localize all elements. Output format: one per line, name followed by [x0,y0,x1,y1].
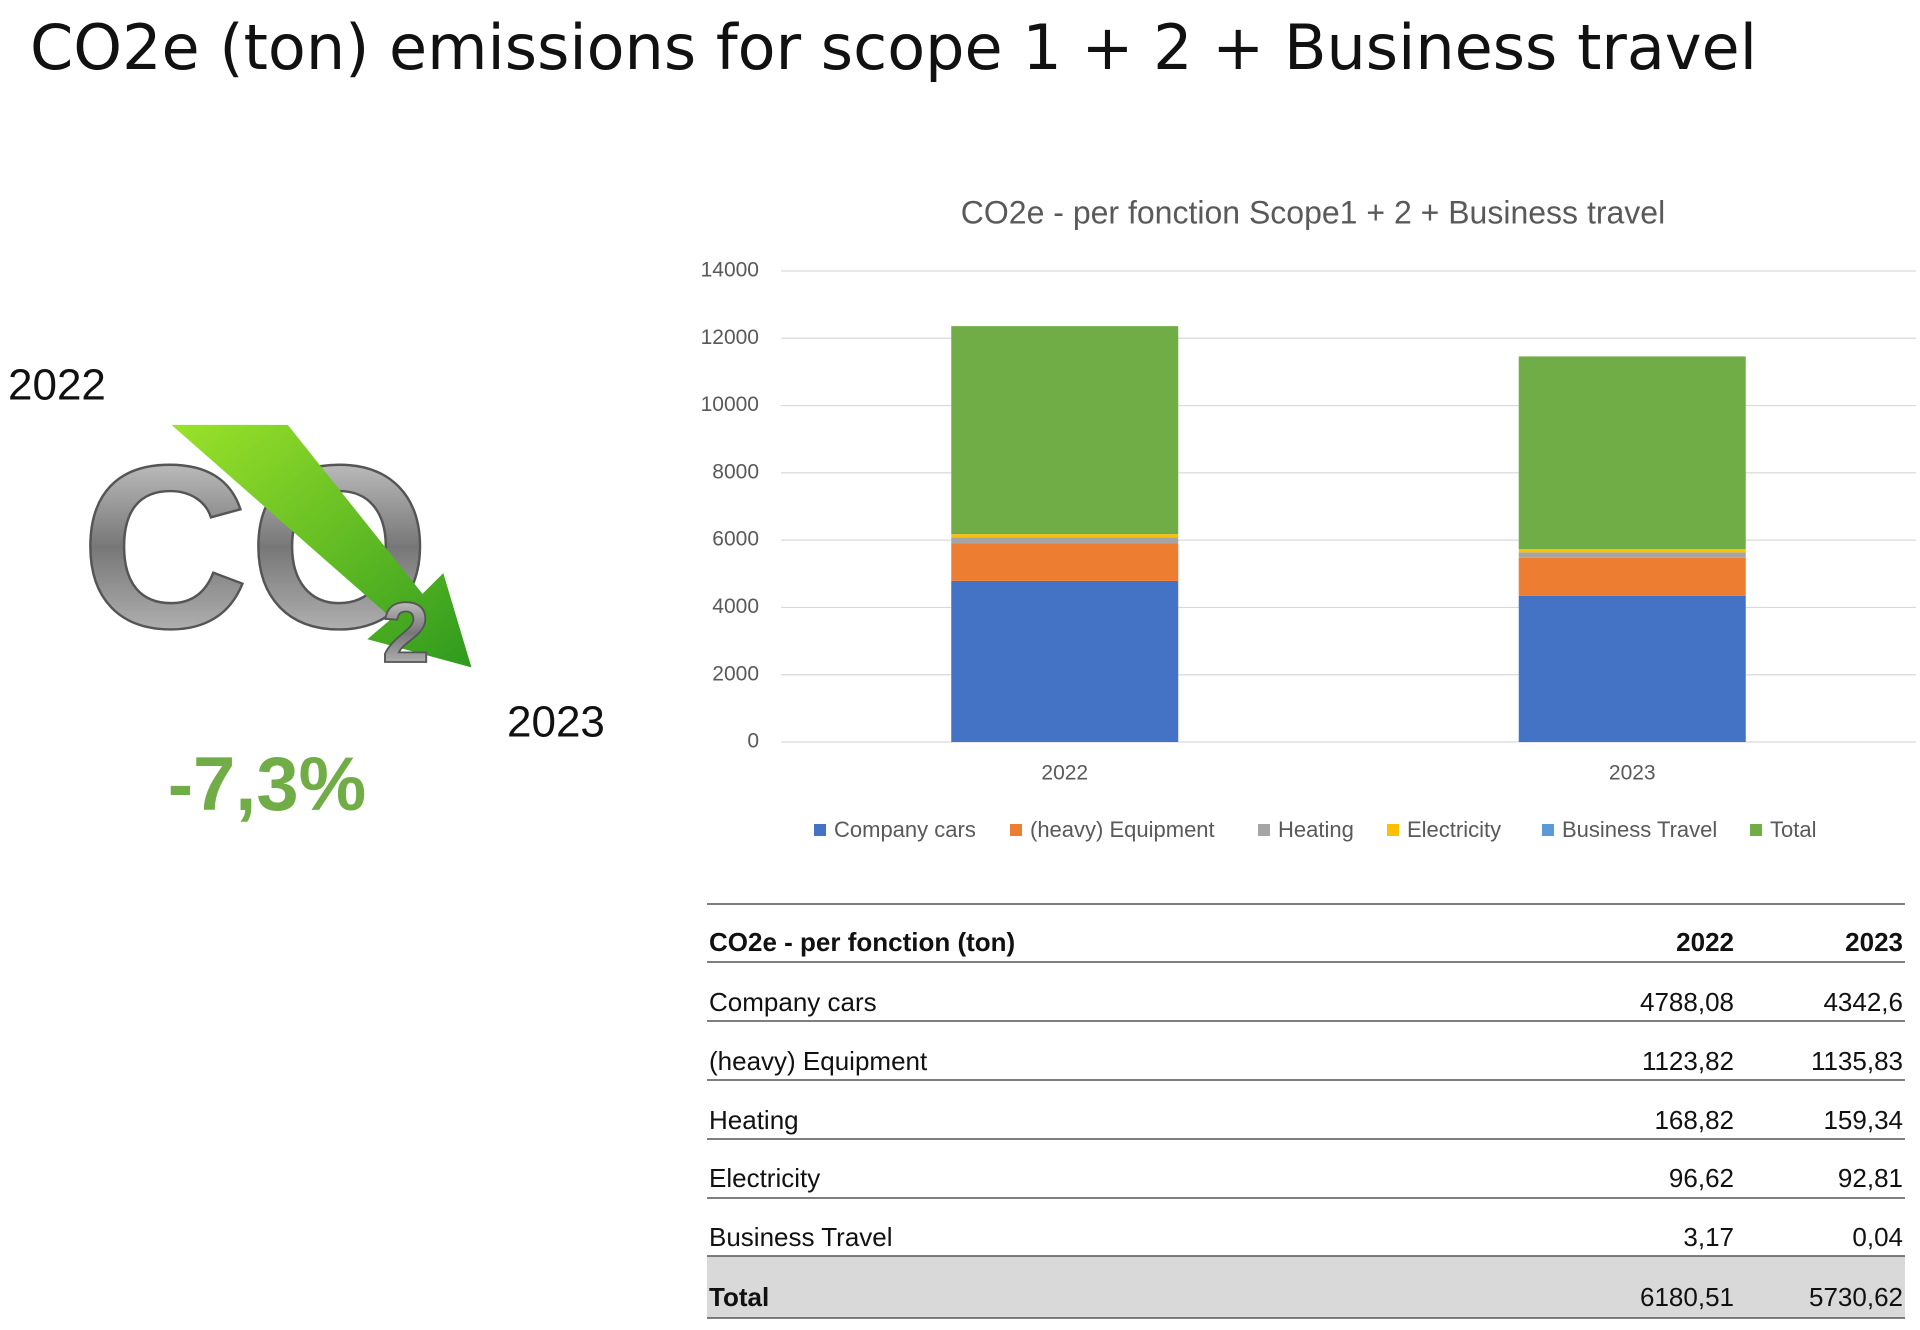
table-header-cell: CO2e - per fonction (ton) [709,927,1015,957]
table-header-cell: 2023 [1845,927,1903,957]
legend-swatch [1542,824,1554,836]
table-cell: 1123,82 [1642,1046,1734,1076]
chart-title: CO2e - per fonction Scope1 + 2 + Busines… [961,194,1665,230]
table-cell: 92,81 [1838,1163,1903,1193]
year-from: 2022 [8,361,106,410]
bar-segment [951,580,1179,742]
table-cell: Company cars [709,987,877,1017]
down-arrow [171,424,472,668]
table-cell: 168,82 [1654,1105,1734,1135]
y-tick-label: 6000 [712,528,759,551]
legend-label: Business Travel [1562,817,1717,842]
table-cell: 4342,6 [1823,987,1903,1017]
legend-label: (heavy) Equipment [1030,817,1215,842]
table-cell: 5730,62 [1809,1282,1903,1312]
table-cell: 159,34 [1823,1105,1903,1135]
legend-swatch [1750,824,1762,836]
legend-swatch [1258,824,1270,836]
bar-segment [1518,595,1746,742]
y-tick-label: 14000 [701,259,759,282]
y-tick-label: 10000 [701,393,759,416]
legend-label: Company cars [834,817,976,842]
table-cell: 6180,51 [1640,1282,1734,1312]
table: CO2e - per fonction (ton) 2022 2023 Company… [707,903,1905,1319]
change-percent: -7,3% [168,742,367,827]
x-tick-label: 2022 [1041,762,1088,785]
chart: 0 2000 4000 6000 8000 10000 12000 14000 2022 2023… [701,259,1916,842]
table-cell: 1135,83 [1811,1046,1903,1076]
table-cell: (heavy) Equipment [709,1046,928,1076]
bar-segment [951,326,1179,535]
table-cell: 3,17 [1683,1222,1734,1252]
table-cell: 96,62 [1669,1163,1734,1193]
table-cell: 0,04 [1852,1222,1903,1252]
total-row-background [707,1256,1905,1318]
bar-segment [951,534,1179,538]
x-tick-label: 2023 [1609,762,1656,785]
table-cell: 4788,08 [1640,987,1734,1017]
icon-subscript: 2 [382,585,430,681]
legend-swatch [1387,824,1399,836]
slide-title: CO2e (ton) emissions for scope 1 + 2 + B… [30,11,1757,84]
co2-icon: CO 2 [80,416,472,682]
legend-swatch [1010,824,1022,836]
year-to: 2023 [507,698,605,747]
bar-segment [1518,549,1746,553]
legend-label: Electricity [1407,817,1501,842]
y-tick-label: 0 [747,730,759,753]
legend-label: Heating [1278,817,1354,842]
legend-swatch [814,824,826,836]
y-tick-label: 4000 [712,595,759,618]
bar-segment [1518,557,1746,596]
legend-label: Total [1770,817,1816,842]
bar-segment [951,543,1179,581]
y-tick-label: 2000 [712,662,759,685]
table-cell: Electricity [709,1163,820,1193]
bar-segment [1518,356,1746,550]
table-cell: Total [709,1282,769,1312]
y-tick-label: 12000 [701,326,759,349]
y-tick-label: 8000 [712,460,759,483]
table-cell: Business Travel [709,1222,893,1252]
bar-segment [951,537,1179,544]
table-cell: Heating [709,1105,799,1135]
bar-segment [1518,552,1746,558]
table-header-cell: 2022 [1676,927,1734,957]
